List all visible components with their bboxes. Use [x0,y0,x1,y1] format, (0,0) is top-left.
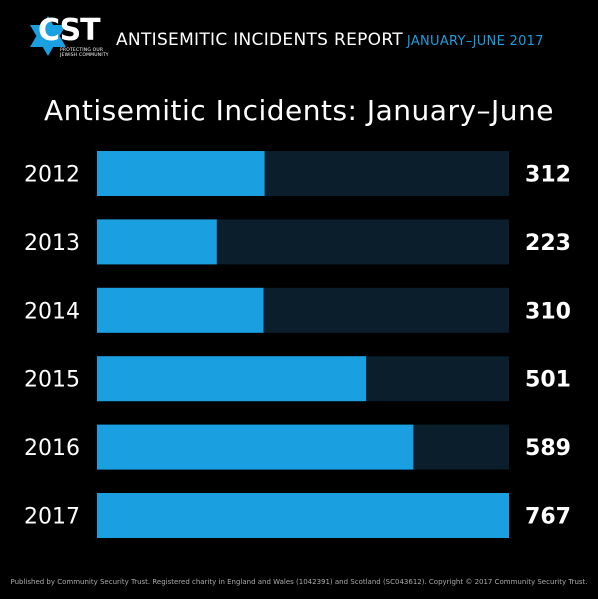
cst-logo: CST PROTECTING OUR JEWISH COMMUNITY [28,12,109,60]
bar-2014 [97,287,264,333]
year-label: 2017 [24,505,80,530]
report-period: JANUARY–JUNE 2017 [406,34,544,49]
logo-subtext: PROTECTING OUR JEWISH COMMUNITY [60,48,109,58]
value-label: 501 [525,368,571,393]
year-label: 2012 [24,163,80,188]
bar-2012 [97,151,265,196]
value-label: 223 [525,231,571,256]
year-label: 2013 [24,231,80,256]
value-label: 767 [525,505,571,530]
bar-2017 [97,493,509,538]
year-label: 2014 [24,299,80,324]
footer-text: Published by Community Security Trust. R… [10,578,588,586]
year-label: 2016 [24,436,80,461]
report-title-text: ANTISEMITIC INCIDENTS REPORT [116,30,403,50]
year-label: 2015 [24,368,80,393]
logo-text: CST [38,13,101,48]
report-header: CST PROTECTING OUR JEWISH COMMUNITY ANTI… [28,12,588,60]
bar-2016 [97,424,414,470]
bar-2015 [97,356,367,402]
value-label: 312 [525,163,571,188]
value-label: 310 [525,299,571,324]
report-title: ANTISEMITIC INCIDENTS REPORT JANUARY–JUNE… [116,30,544,50]
bar-2013 [97,219,217,265]
star-of-david-icon [30,16,66,56]
value-label: 589 [525,436,571,461]
chart-title: Antisemitic Incidents: January–June [43,94,555,127]
bar-chart: 2012 312 2013 223 2014 310 2015 501 2016 589 2017 7… [24,151,571,538]
